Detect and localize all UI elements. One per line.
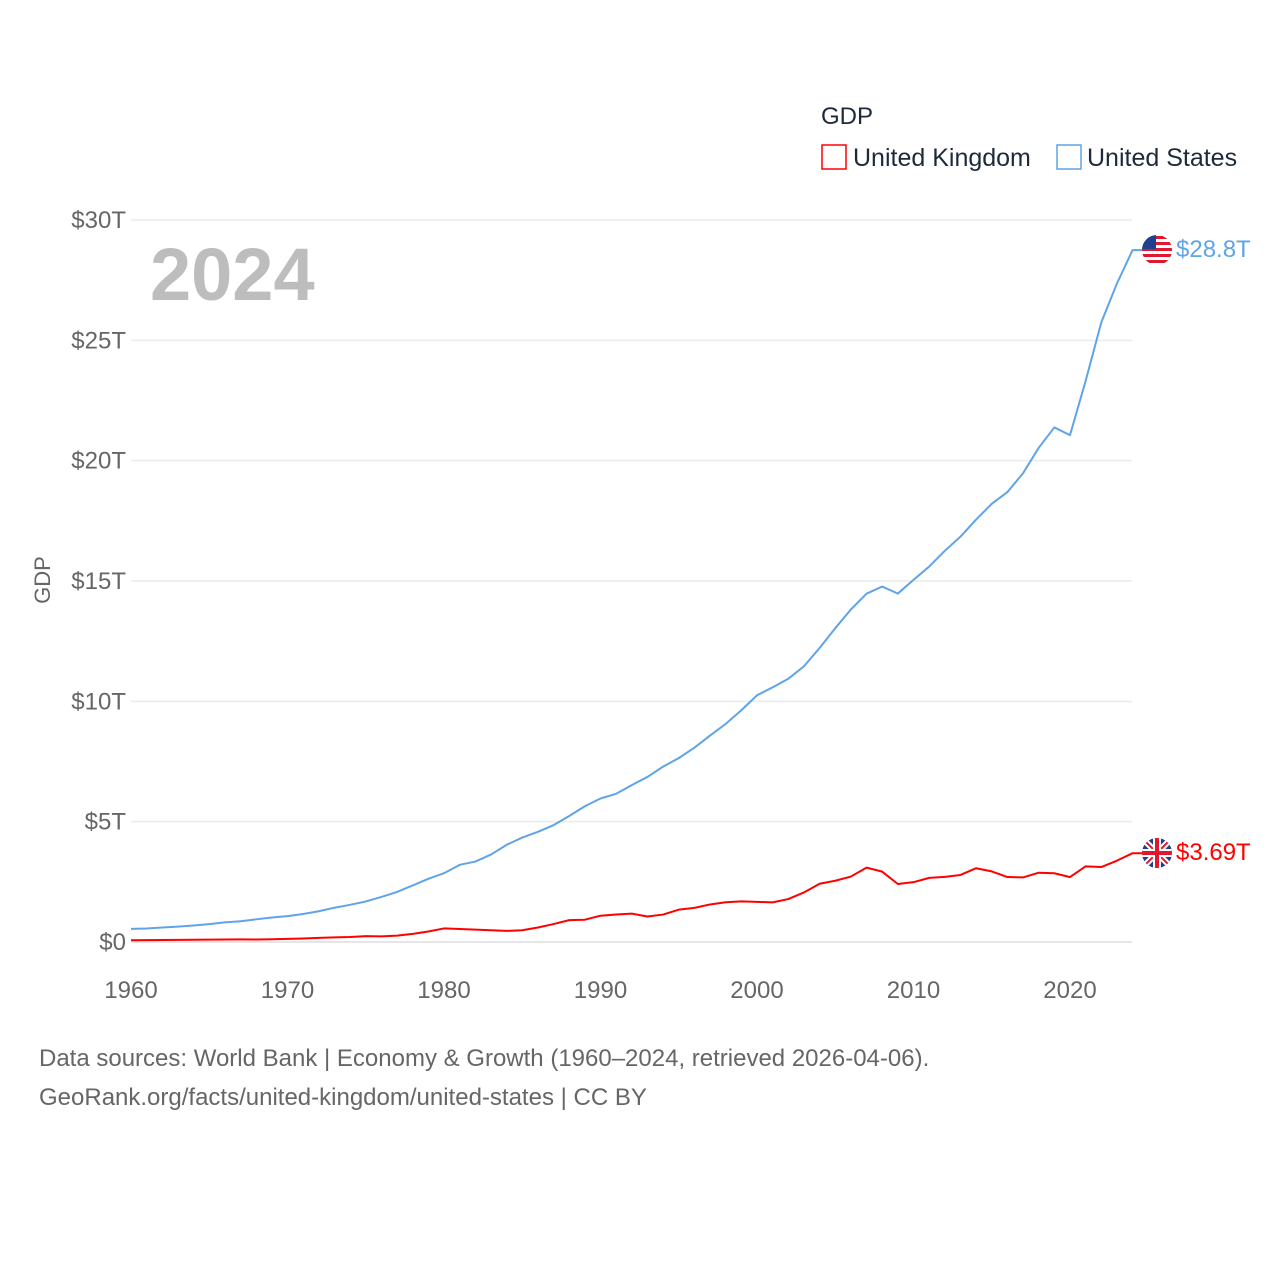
x-tick-label: 1990 (574, 977, 627, 1004)
y-axis-ticks: $0 $5T $10T $15T $20T $25T $30T (71, 207, 126, 956)
gridlines (131, 219, 1132, 943)
x-tick-label: 1980 (417, 977, 470, 1004)
x-tick-label: 2000 (730, 977, 783, 1004)
us-end-marker: $28.8T (1142, 235, 1251, 265)
x-tick-label: 1960 (104, 977, 157, 1004)
x-tick-label: 2010 (887, 977, 940, 1004)
y-tick-label: $5T (85, 809, 127, 836)
footer-sources: Data sources: World Bank | Economy & Gro… (39, 1045, 930, 1072)
x-tick-label: 1970 (261, 977, 314, 1004)
legend-title: GDP (821, 103, 873, 130)
series-line-uk (130, 852, 1143, 942)
legend-label-uk: United Kingdom (853, 144, 1031, 172)
y-tick-label: $0 (99, 929, 126, 956)
legend-item-united-states[interactable]: United States (1056, 144, 1237, 172)
footer-attribution[interactable]: GeoRank.org/facts/united-kingdom/united-… (39, 1084, 647, 1111)
y-tick-label: $25T (71, 327, 126, 354)
legend-swatch-uk (821, 144, 847, 170)
uk-end-label: $3.69T (1176, 839, 1251, 866)
uk-end-marker: $3.69T (1142, 838, 1251, 868)
x-tick-label: 2020 (1043, 977, 1096, 1004)
legend-item-united-kingdom[interactable]: United Kingdom (821, 144, 1031, 172)
y-axis-label: GDP (30, 556, 55, 604)
y-tick-label: $30T (71, 207, 126, 234)
y-tick-label: $20T (71, 448, 126, 475)
series-line-us (130, 249, 1143, 930)
uk-flag-icon (1142, 838, 1172, 868)
legend-swatch-us (1056, 144, 1082, 170)
legend-label-us: United States (1087, 144, 1237, 172)
x-axis-ticks: 1960 1970 1980 1990 2000 2010 2020 (104, 977, 1096, 1004)
us-flag-icon (1142, 235, 1172, 265)
us-end-label: $28.8T (1176, 236, 1251, 263)
year-watermark: 2024 (150, 233, 315, 316)
series-lines (130, 249, 1143, 942)
y-tick-label: $15T (71, 568, 126, 595)
y-tick-label: $10T (71, 688, 126, 715)
